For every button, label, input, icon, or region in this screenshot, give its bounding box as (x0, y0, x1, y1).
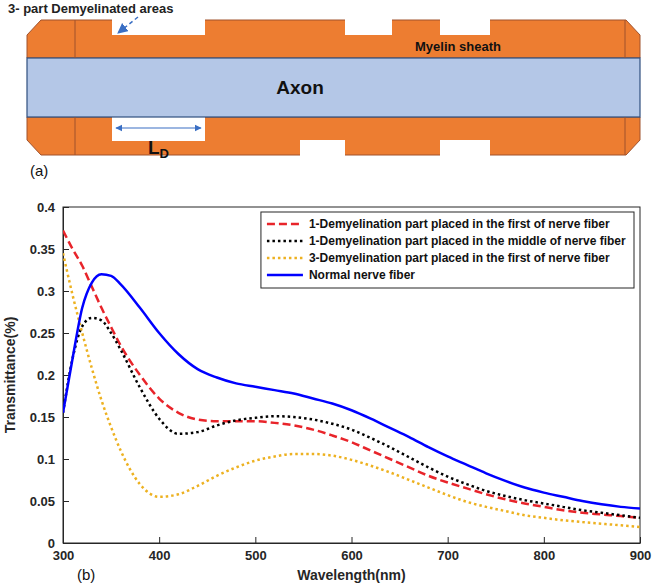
legend-box (261, 212, 634, 288)
x-tick-label: 500 (245, 548, 267, 563)
y-tick: 0.1 (37, 452, 69, 467)
x-tick-label: 600 (341, 548, 363, 563)
x-tick-mark (159, 537, 160, 543)
y-tick-label: 0.25 (30, 326, 55, 341)
myelin-bottom (27, 117, 640, 155)
diagram: 3- part Demyelinated areas Myelin sheath A… (8, 1, 640, 179)
x-tick: 600 (341, 537, 363, 563)
diagram-title: 3- part Demyelinated areas (8, 1, 173, 16)
legend-label: Normal nerve fiber (309, 268, 415, 282)
y-tick-mark (63, 291, 69, 292)
y-axis: 0 0.05 0.1 0.15 0.2 0.25 0.3 0.35 0.4 (30, 200, 69, 551)
axon-label: Axon (276, 77, 324, 98)
node-line (75, 117, 76, 155)
node-line (75, 20, 76, 58)
figure: 3- part Demyelinated areas Myelin sheath A… (0, 0, 665, 587)
legend-swatch (267, 274, 303, 277)
legend-swatch (267, 240, 303, 243)
demyelinated-area (440, 19, 490, 35)
y-tick: 0.05 (30, 494, 69, 509)
y-tick-mark (63, 501, 69, 502)
y-tick: 0.3 (37, 284, 69, 299)
y-tick: 0.25 (30, 326, 69, 341)
length-arrow (116, 127, 201, 128)
chart: 300 400 500 600 700 800 900 0 0.05 0.1 0.15 0.2 0.25… (2, 200, 651, 583)
x-tick-mark (544, 537, 545, 543)
x-tick-label: 400 (149, 548, 171, 563)
y-tick-label: 0.3 (37, 284, 55, 299)
y-tick-mark (63, 207, 69, 208)
legend-label: 1-Demyelination part placed in the first… (309, 217, 610, 231)
legend-swatch (267, 223, 303, 226)
node-line (625, 20, 626, 58)
x-tick-mark (448, 537, 449, 543)
y-tick-label: 0.35 (30, 242, 55, 257)
x-tick-mark (640, 537, 641, 543)
y-tick-label: 0.2 (37, 368, 55, 383)
y-tick-label: 0.1 (37, 452, 55, 467)
x-tick: 400 (149, 537, 171, 563)
x-axis-title: Wavelength(nm) (297, 567, 405, 583)
x-tick: 800 (533, 537, 555, 563)
y-tick-mark (63, 375, 69, 376)
legend-label: 3-Demyelination part placed in the first… (309, 251, 610, 265)
legend-item: 3-Demyelination part placed in the first… (267, 251, 610, 265)
y-tick: 0.4 (37, 200, 69, 215)
node-line (625, 117, 626, 155)
x-tick: 500 (245, 537, 267, 563)
myelin-label: Myelin sheath (415, 39, 501, 54)
x-tick: 900 (630, 537, 652, 563)
demyelinated-area (345, 19, 392, 35)
length-subscript: D (160, 146, 169, 161)
legend-label: 1-Demyelination part placed in the middl… (309, 234, 626, 248)
x-tick-label: 700 (437, 548, 459, 563)
y-tick: 0.2 (37, 368, 69, 383)
demyelinated-area (300, 140, 345, 156)
x-axis: 300 400 500 600 700 800 900 (53, 537, 652, 563)
y-tick-mark (63, 543, 69, 544)
x-tick: 700 (437, 537, 459, 563)
panel-label: (a) (30, 162, 48, 179)
x-axis-line (64, 543, 641, 544)
x-tick-label: 800 (533, 548, 555, 563)
x-tick-label: 900 (630, 548, 652, 563)
y-tick-mark (63, 417, 69, 418)
legend-item: 1-Demyelination part placed in the first… (267, 217, 610, 231)
length-letter: L (148, 137, 160, 158)
legend-swatch (267, 257, 303, 260)
series-line (63, 274, 640, 508)
x-tick-mark (255, 537, 256, 543)
axon (27, 58, 640, 117)
y-tick-mark (63, 459, 69, 460)
x-tick-label: 300 (53, 548, 75, 563)
y-tick-mark (63, 333, 69, 334)
y-tick-label: 0 (48, 536, 55, 551)
x-tick-mark (352, 537, 353, 543)
pointer-arrow (118, 17, 138, 33)
length-label: LD (148, 137, 169, 161)
y-tick-label: 0.15 (30, 410, 55, 425)
panel-label: (b) (77, 566, 95, 583)
y-tick-label: 0.05 (30, 494, 55, 509)
legend-item: Normal nerve fiber (267, 268, 415, 282)
series-line (63, 318, 640, 518)
series-line (63, 253, 640, 527)
demyelinated-area (440, 140, 490, 156)
y-tick: 0 (48, 536, 69, 551)
myelin-top (27, 20, 640, 58)
y-tick-label: 0.4 (37, 200, 56, 215)
plot-frame (63, 207, 640, 543)
y-axis-title: Transmittance(%) (2, 317, 18, 434)
y-tick-mark (63, 249, 69, 250)
legend: 1-Demyelination part placed in the first… (261, 212, 634, 288)
legend-item: 1-Demyelination part placed in the middl… (267, 234, 626, 248)
